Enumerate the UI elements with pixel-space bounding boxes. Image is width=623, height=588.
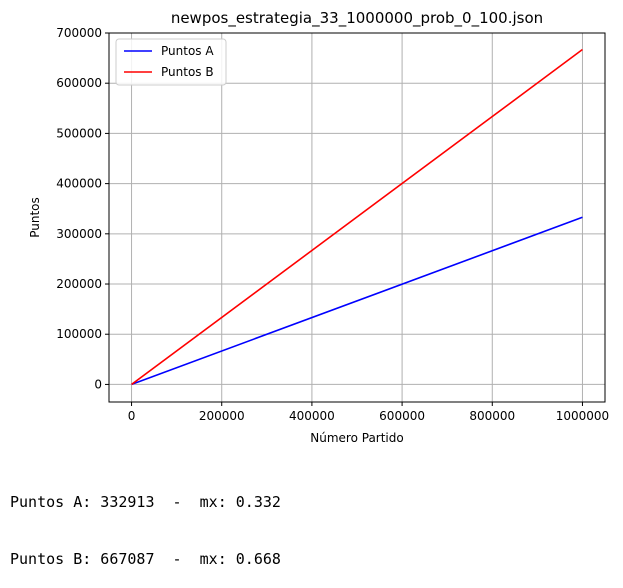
x-axis-label: Número Partido xyxy=(310,431,403,445)
y-tick-label: 700000 xyxy=(56,26,102,40)
y-tick-label: 500000 xyxy=(56,126,102,140)
axis-ticks: 0 200000 400000 600000 800000 1000000 0 100000 2… xyxy=(56,26,609,423)
plot-frame xyxy=(108,32,606,403)
legend: Puntos A Puntos B xyxy=(115,38,227,86)
x-tick-label: 0 xyxy=(128,409,136,423)
stats-line-a: Puntos A: 332913 - mx: 0.332 xyxy=(10,493,281,511)
y-tick-label: 600000 xyxy=(56,76,102,90)
legend-label: Puntos B xyxy=(161,65,214,79)
series-line-1 xyxy=(131,48,583,386)
chart-title: newpos_estrategia_33_1000000_prob_0_100.… xyxy=(171,9,543,28)
y-tick-label: 300000 xyxy=(56,227,102,241)
y-tick-label: 0 xyxy=(94,377,102,391)
y-tick-label: 100000 xyxy=(56,327,102,341)
x-tick-label: 600000 xyxy=(379,409,425,423)
y-tick-label: 400000 xyxy=(56,177,102,191)
legend-label: Puntos A xyxy=(161,44,214,58)
stats-panel: Puntos A: 332913 - mx: 0.332 Puntos B: 6… xyxy=(10,455,281,588)
stats-line-b: Puntos B: 667087 - mx: 0.668 xyxy=(10,550,281,568)
line-chart: 0 200000 400000 600000 800000 1000000 0 100000 2… xyxy=(28,9,609,445)
y-tick-label: 200000 xyxy=(56,277,102,291)
x-tick-label: 400000 xyxy=(289,409,335,423)
series-line-0 xyxy=(131,216,583,386)
series-lines xyxy=(131,48,583,386)
x-tick-label: 200000 xyxy=(199,409,245,423)
x-tick-label: 800000 xyxy=(469,409,515,423)
x-tick-label: 1000000 xyxy=(556,409,609,423)
y-axis-label: Puntos xyxy=(28,197,42,238)
